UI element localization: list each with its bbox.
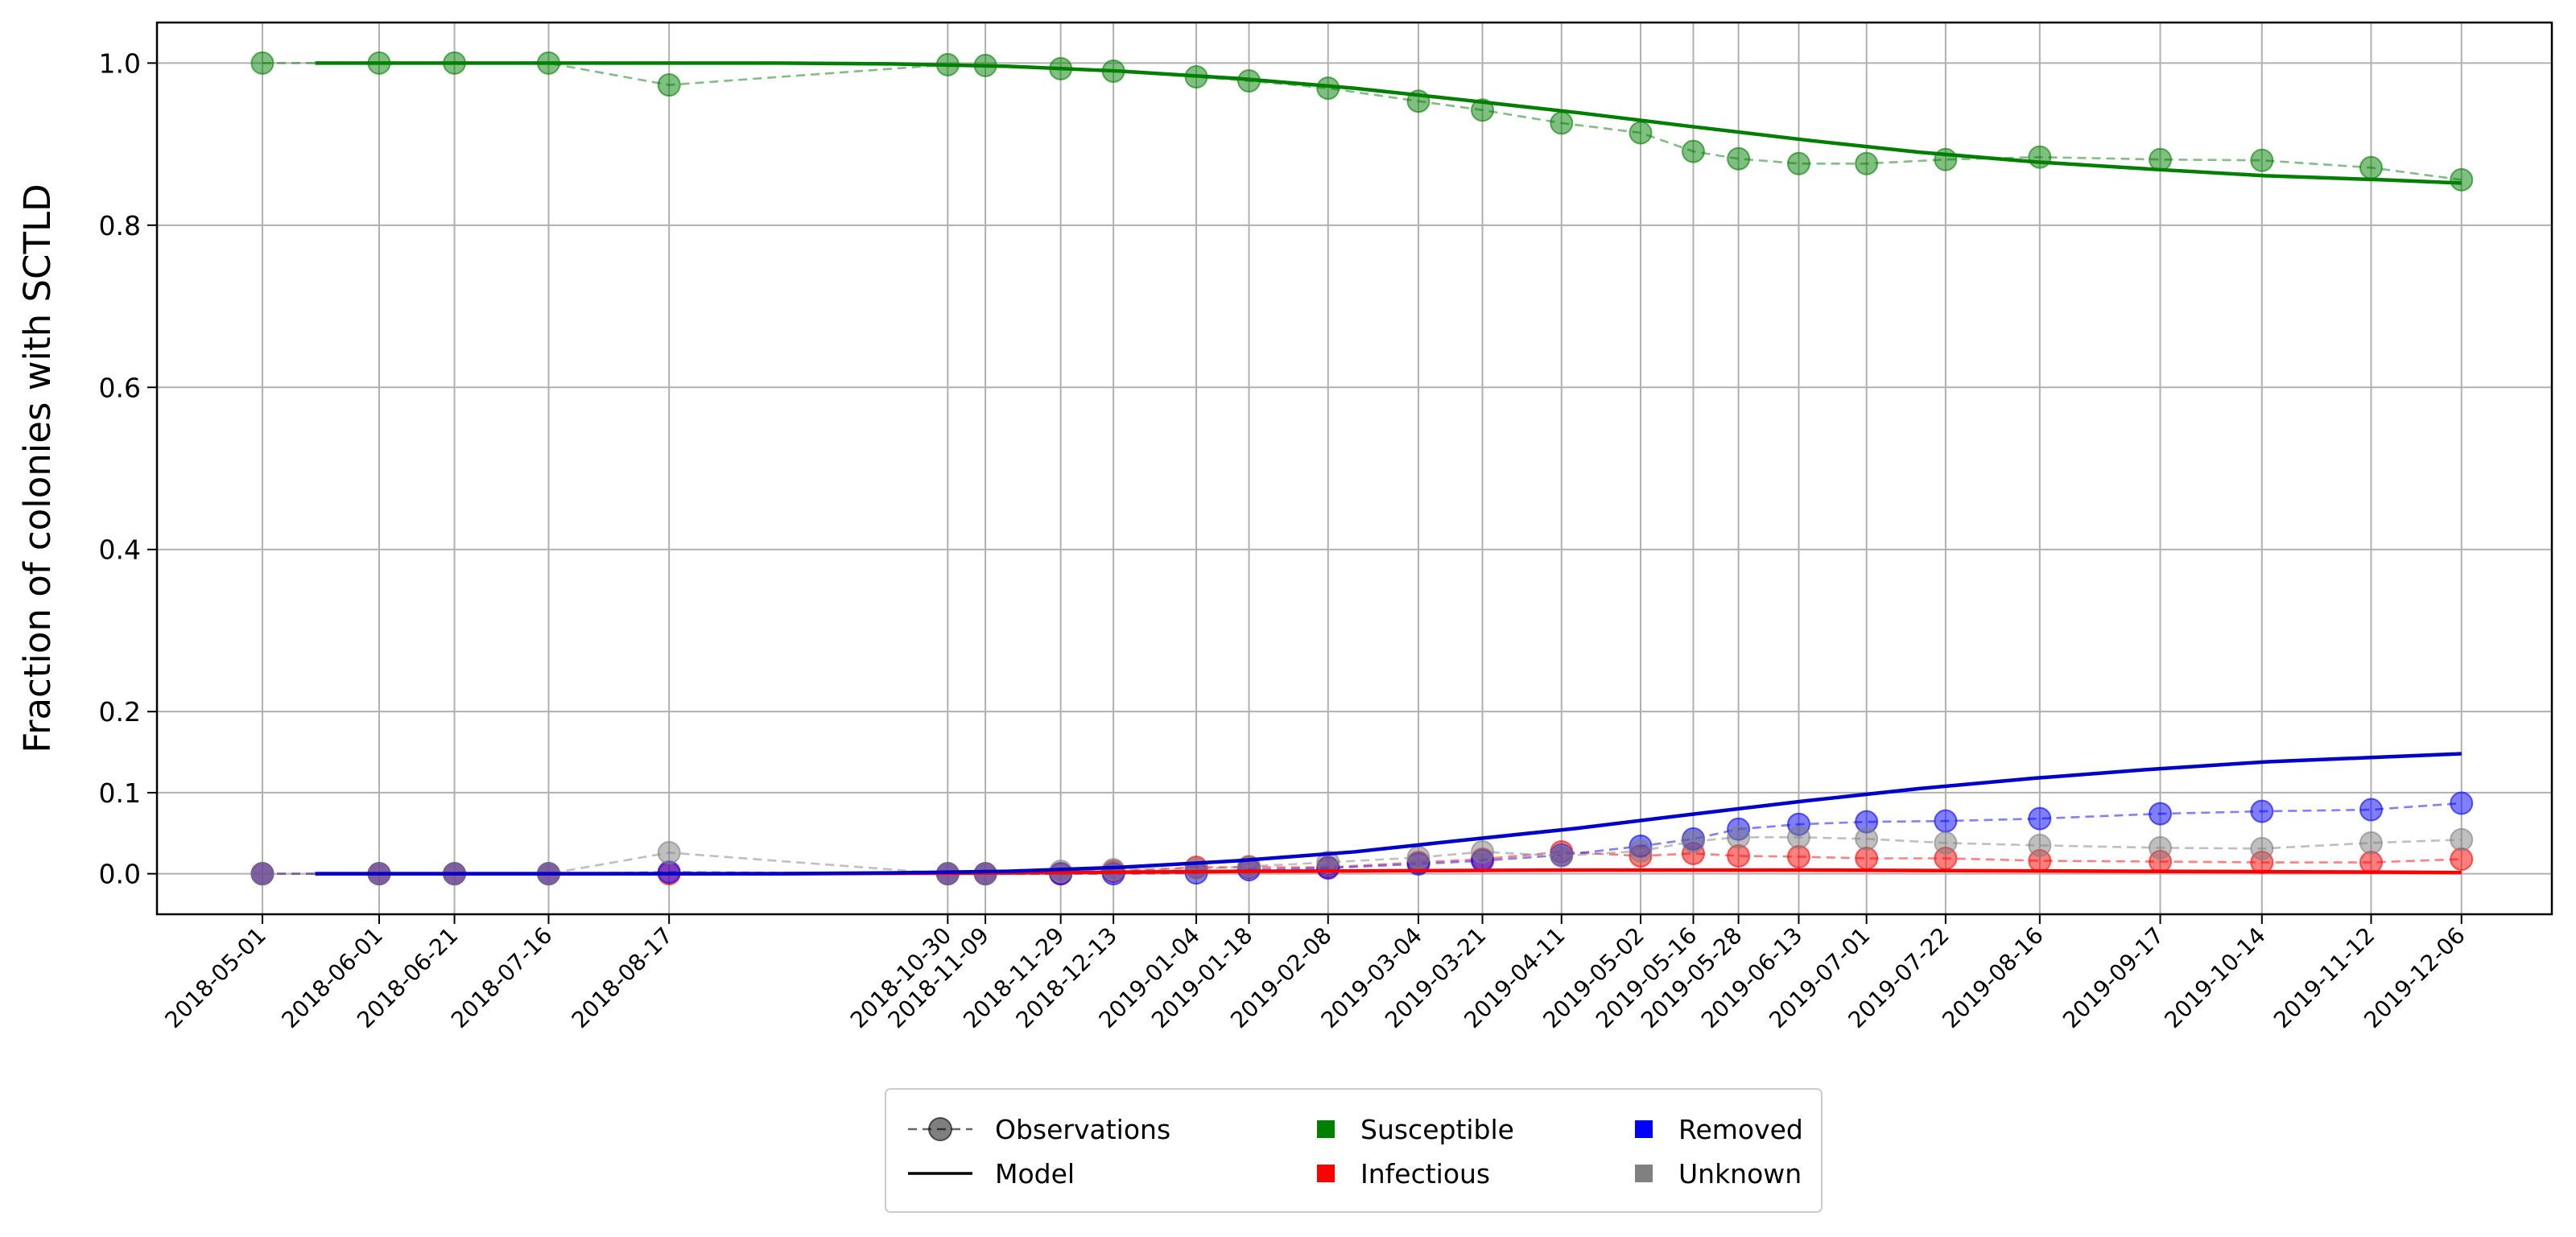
legend-label-susceptible: Susceptible [1360, 1114, 1514, 1145]
y-axis-label: Fraction of colonies with SCTLD [16, 183, 59, 753]
legend-marker-susceptible [1317, 1120, 1335, 1138]
x-tick-label: 2019-10-14 [2159, 922, 2270, 1033]
observation-point-susceptible [2250, 148, 2274, 172]
observation-point-unknown [657, 840, 681, 864]
observation-line-unknown [262, 836, 2462, 875]
observation-line-susceptible [262, 62, 2462, 181]
y-axis: 0.0 0.1 0.2 0.4 0.6 0.8 1.0 [99, 47, 157, 890]
observation-point-unknown [2149, 835, 2173, 860]
observation-point-unknown [1786, 825, 1810, 849]
observation-point-susceptible [2149, 147, 2173, 171]
observation-line-removed [262, 802, 2462, 875]
x-tick-label: 2019-08-16 [1937, 922, 2048, 1033]
observation-point-unknown [2250, 836, 2274, 860]
x-tick-label: 2018-05-01 [160, 922, 271, 1033]
y-tick-label: 0.8 [99, 210, 141, 241]
observation-point-unknown [1316, 851, 1340, 875]
x-tick-label: 2018-08-17 [567, 922, 678, 1033]
observation-point-susceptible [2028, 145, 2052, 169]
observation-point-susceptible [250, 51, 275, 75]
plot-frame [155, 21, 2553, 916]
observation-point-susceptible [1786, 151, 1810, 175]
y-tick-label: 0.1 [99, 777, 141, 809]
y-tick-label: 1.0 [99, 47, 141, 79]
observation-point-removed [2450, 791, 2474, 815]
observation-point-susceptible [2450, 167, 2474, 192]
observation-point-susceptible [1471, 98, 1495, 122]
observation-point-unknown [1471, 839, 1495, 864]
legend-label-infectious: Infectious [1360, 1158, 1490, 1190]
observation-point-unknown [1934, 831, 1958, 855]
y-tick-label: 0.4 [99, 534, 141, 566]
observation-point-removed [1934, 809, 1958, 833]
legend-marker-removed [1635, 1120, 1653, 1138]
observation-point-susceptible [1681, 139, 1705, 163]
model-series [315, 61, 2462, 876]
observation-point-susceptible [1727, 146, 1751, 171]
observation-point-unknown [2028, 833, 2052, 857]
y-tick-label: 0.2 [99, 696, 141, 728]
observation-point-infectious [1786, 844, 1810, 868]
legend-label-observations: Observations [995, 1114, 1170, 1145]
observation-point-susceptible [657, 73, 681, 97]
legend-marker-observations-dot [928, 1117, 952, 1141]
legend-label-removed: Removed [1678, 1114, 1803, 1145]
model-line-removed [315, 752, 2462, 876]
observation-point-unknown [1101, 858, 1125, 882]
observation-point-infectious [2359, 851, 2383, 875]
observation-point-susceptible [2359, 155, 2383, 179]
observation-point-susceptible [1934, 147, 1958, 171]
legend-label-model: Model [995, 1158, 1075, 1190]
observation-point-unknown [1727, 825, 1751, 849]
observation-point-unknown [1855, 827, 1879, 851]
observation-point-infectious [2450, 847, 2474, 872]
observation-point-susceptible [1629, 121, 1653, 145]
observation-point-removed [2250, 799, 2274, 823]
observation-point-susceptible [1855, 151, 1879, 175]
observation-point-unknown [1406, 845, 1430, 869]
observation-point-infectious [1855, 846, 1879, 870]
x-tick-label: 2019-09-17 [2058, 922, 2169, 1033]
observation-point-unknown [1550, 843, 1574, 868]
y-tick-label: 0.0 [99, 859, 141, 890]
model-line-susceptible [315, 61, 2462, 185]
observation-point-removed [2359, 798, 2383, 822]
legend-box [885, 1088, 1823, 1213]
observation-point-unknown [2450, 827, 2474, 851]
observation-point-unknown [2359, 831, 2383, 855]
observation-point-unknown [1681, 829, 1705, 853]
observation-point-removed [2149, 802, 2173, 826]
x-tick-label: 2018-07-16 [446, 922, 557, 1033]
observation-point-unknown [1629, 839, 1653, 863]
grid [157, 23, 2552, 914]
observation-point-susceptible [1550, 111, 1574, 135]
observation-point-removed [2028, 806, 2052, 831]
legend-marker-unknown [1635, 1165, 1653, 1182]
legend: Observations Model Susceptible Infectious Re… [885, 1088, 1823, 1213]
observation-point-unknown [250, 862, 275, 886]
y-tick-label: 0.6 [99, 372, 141, 403]
observation-series [250, 51, 2474, 886]
legend-marker-infectious [1317, 1165, 1335, 1182]
x-axis: 2018-05-01 2018-06-012018-06-212018-07-16… [160, 914, 2471, 1033]
legend-label-unknown: Unknown [1678, 1158, 1802, 1190]
